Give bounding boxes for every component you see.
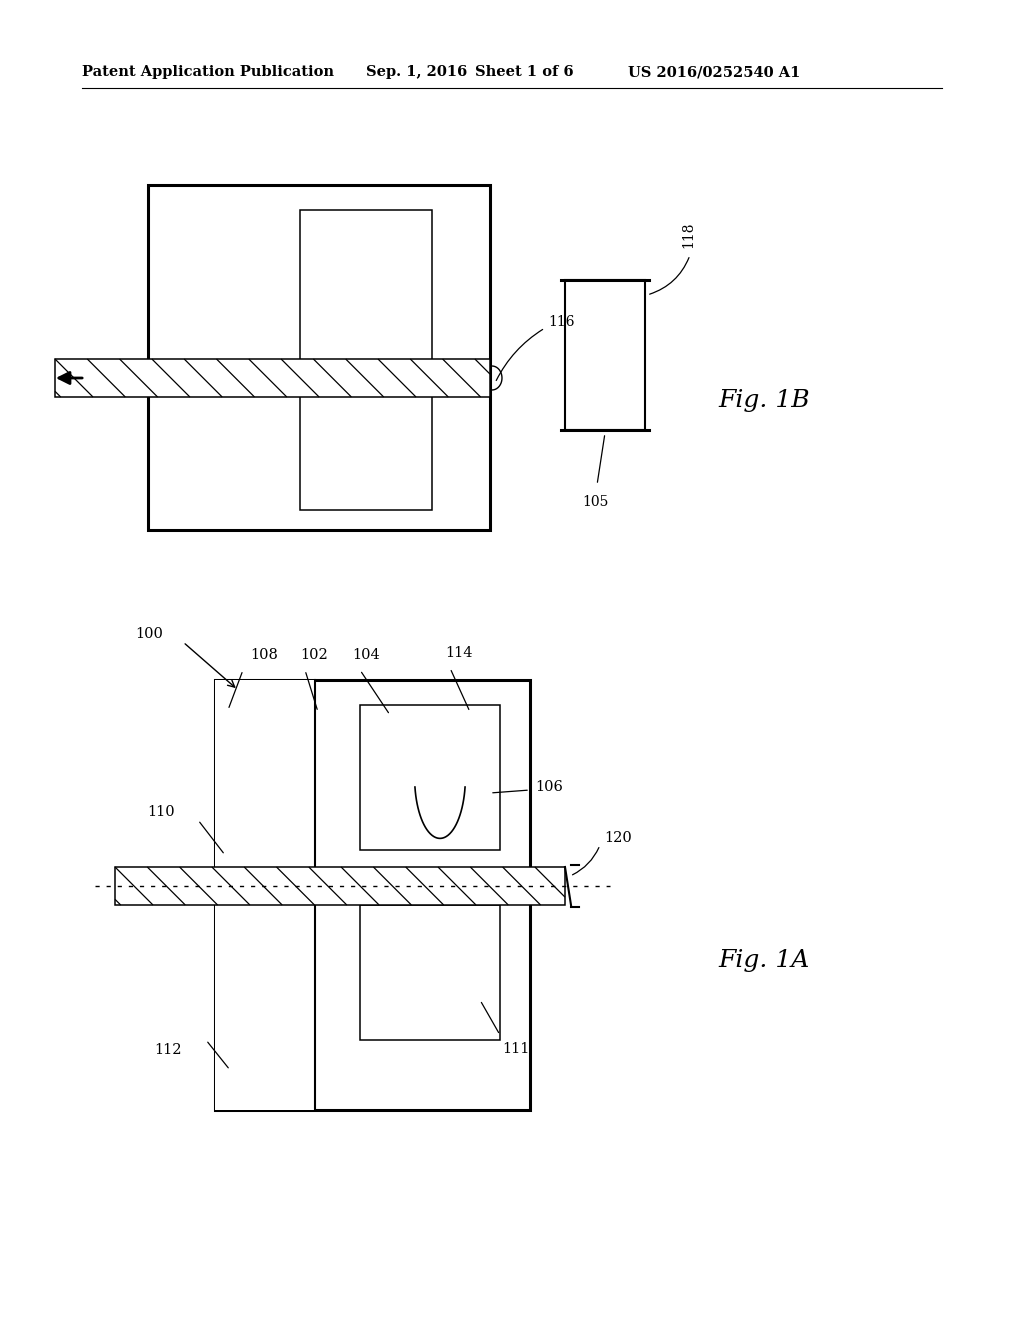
Text: 111: 111 xyxy=(502,1041,529,1056)
Text: Sep. 1, 2016: Sep. 1, 2016 xyxy=(366,65,467,79)
Bar xyxy=(300,385,432,510)
Bar xyxy=(300,210,432,360)
Text: 118: 118 xyxy=(681,222,695,248)
Bar xyxy=(55,359,490,397)
Bar xyxy=(565,280,645,430)
Text: 116: 116 xyxy=(548,315,574,329)
Bar xyxy=(360,906,500,1040)
Bar xyxy=(215,680,315,1110)
Text: 104: 104 xyxy=(352,648,380,663)
Text: 105: 105 xyxy=(582,495,608,510)
Text: Fig. 1A: Fig. 1A xyxy=(718,949,809,972)
Text: Sheet 1 of 6: Sheet 1 of 6 xyxy=(475,65,573,79)
Text: 120: 120 xyxy=(604,832,632,845)
Text: 108: 108 xyxy=(250,648,278,663)
Text: 114: 114 xyxy=(445,645,472,660)
Bar xyxy=(360,705,500,850)
Text: Patent Application Publication: Patent Application Publication xyxy=(82,65,334,79)
Bar xyxy=(148,185,490,531)
Text: 100: 100 xyxy=(135,627,163,642)
Text: 112: 112 xyxy=(155,1043,182,1057)
Bar xyxy=(215,680,530,1110)
Text: Fig. 1B: Fig. 1B xyxy=(718,388,810,412)
Text: 106: 106 xyxy=(535,780,563,795)
Text: 102: 102 xyxy=(300,648,328,663)
Text: 110: 110 xyxy=(147,805,175,818)
Bar xyxy=(115,867,565,906)
Text: US 2016/0252540 A1: US 2016/0252540 A1 xyxy=(628,65,801,79)
